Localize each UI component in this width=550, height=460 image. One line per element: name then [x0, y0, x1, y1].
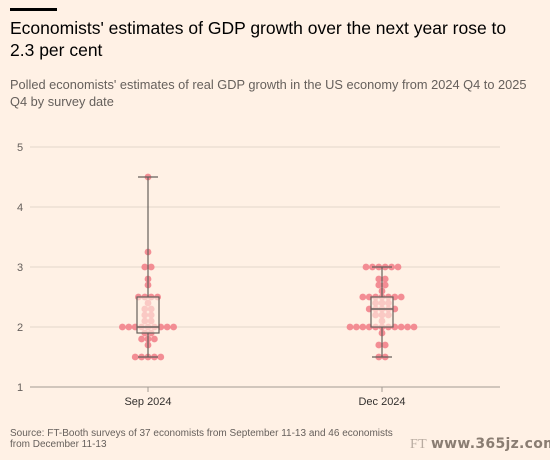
data-point [375, 275, 383, 283]
y-tick-label: 2 [17, 322, 23, 334]
data-point [359, 323, 367, 331]
data-point [131, 353, 139, 361]
source-note: Source: FT-Booth surveys of 37 economist… [10, 428, 393, 450]
chart-subtitle: Polled economists' estimates of real GDP… [10, 77, 527, 109]
data-point [346, 323, 354, 331]
data-point [381, 341, 389, 349]
y-tick-label: 1 [17, 382, 23, 394]
data-point [397, 293, 405, 301]
data-point [119, 323, 126, 331]
watermark: FT www.365jz.com [410, 436, 550, 453]
data-point [163, 323, 171, 331]
y-tick-label: 3 [17, 262, 23, 274]
data-point [362, 263, 370, 271]
data-point [151, 335, 158, 343]
box-iqr [370, 296, 394, 328]
watermark-url: www.365jz.com [430, 436, 550, 452]
data-point [141, 263, 149, 271]
data-point [375, 281, 383, 289]
data-point [353, 323, 360, 331]
x-tick-label: Sep 2024 [124, 396, 171, 408]
data-point [375, 341, 383, 349]
y-tick-label: 5 [17, 142, 23, 154]
data-point [170, 323, 178, 331]
header-accent-bar [10, 8, 57, 11]
data-point [125, 323, 133, 331]
data-point [147, 263, 155, 271]
chart-title: Economists' estimates of GDP growth over… [10, 18, 507, 60]
data-point [381, 275, 389, 283]
watermark-ft-logo: FT [410, 437, 427, 452]
data-point [381, 281, 389, 289]
data-point [397, 323, 405, 331]
data-point [359, 293, 367, 301]
data-point [394, 263, 402, 271]
data-point [138, 335, 146, 343]
data-point [157, 353, 165, 361]
x-tick-label: Dec 2024 [358, 396, 405, 408]
y-tick-label: 4 [17, 202, 23, 214]
box-iqr [136, 296, 160, 334]
data-point [410, 323, 418, 331]
data-point [404, 323, 411, 331]
